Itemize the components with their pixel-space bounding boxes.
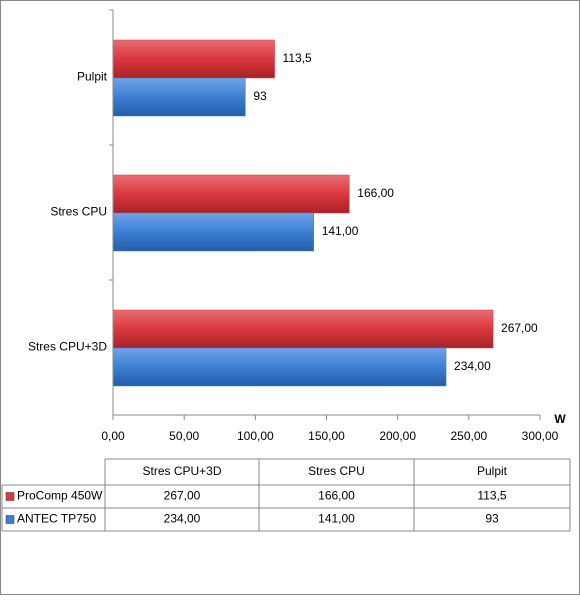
value-label: 166,00	[357, 186, 394, 200]
value-label: 113,5	[283, 51, 312, 65]
x-tick-label: 250,00	[450, 429, 487, 443]
y-tick-label: Stres CPU+3D	[28, 340, 107, 354]
legend-label: ProComp 450W	[17, 489, 103, 503]
bar	[112, 174, 350, 214]
value-label: 267,00	[501, 321, 538, 335]
value-label: 93	[253, 89, 267, 103]
x-axis-label: W	[554, 412, 566, 426]
table-cell: 93	[485, 512, 499, 526]
table-cell: 141,00	[318, 512, 355, 526]
x-tick-label: 150,00	[308, 429, 345, 443]
table-cell: 166,00	[318, 489, 355, 503]
table-header: Stres CPU	[308, 464, 365, 478]
y-tick-label: Pulpit	[77, 70, 108, 84]
x-tick-label: 0,00	[101, 429, 125, 443]
x-tick-label: 50,00	[169, 429, 199, 443]
x-tick-label: 100,00	[237, 429, 274, 443]
legend-swatch	[5, 492, 15, 501]
value-label: 234,00	[454, 359, 491, 373]
table-cell: 113,5	[477, 489, 506, 503]
table-header: Pulpit	[477, 464, 508, 478]
bar	[112, 347, 447, 387]
table-cell: 267,00	[164, 489, 201, 503]
y-tick-label: Stres CPU	[50, 205, 107, 219]
legend-label: ANTEC TP750	[17, 512, 96, 526]
x-tick-label: 200,00	[379, 429, 416, 443]
table-cell: 234,00	[164, 512, 201, 526]
x-tick-label: 300,00	[522, 429, 559, 443]
legend-swatch	[5, 515, 15, 524]
bar	[112, 77, 246, 117]
bar	[112, 212, 314, 252]
bar	[112, 309, 494, 349]
value-label: 141,00	[322, 224, 359, 238]
table-header: Stres CPU+3D	[142, 464, 221, 478]
bar	[112, 39, 275, 79]
